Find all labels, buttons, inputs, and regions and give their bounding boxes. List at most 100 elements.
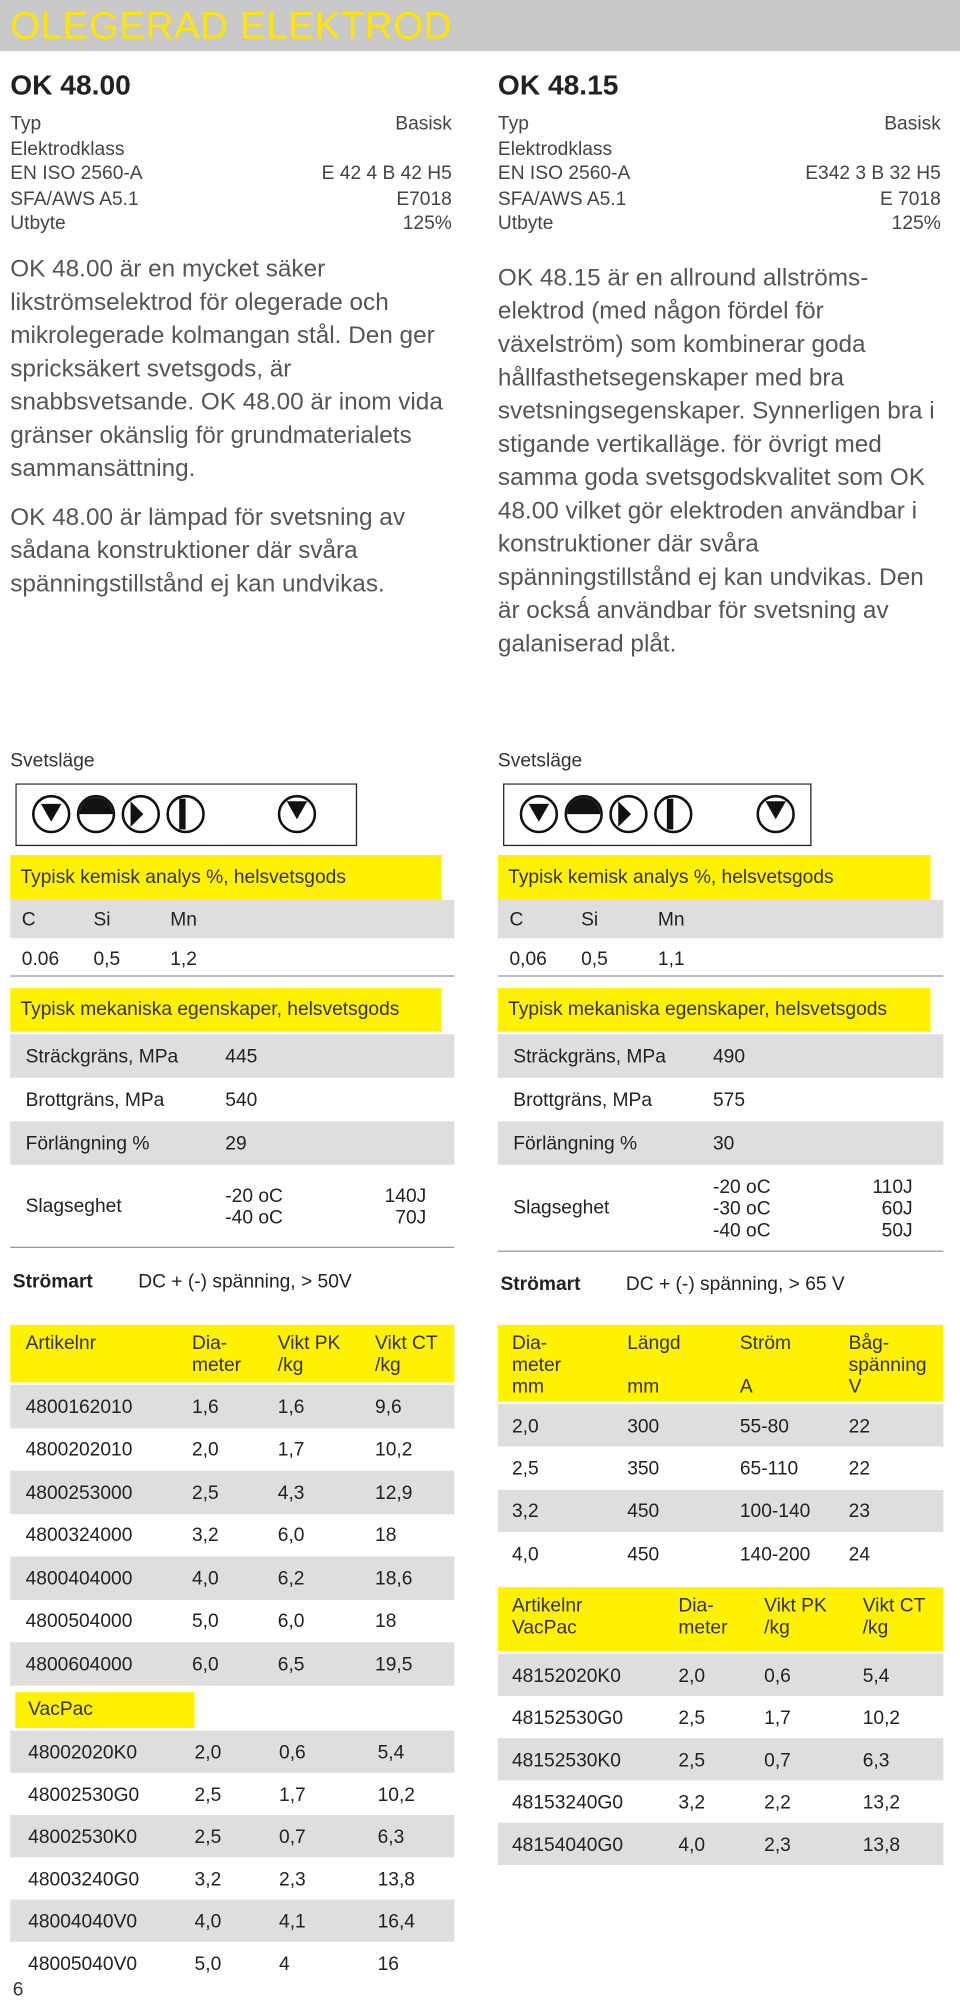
table-cell: 4800504000	[25, 1610, 133, 1633]
table-row: 4,0 450 140-200 24	[498, 1532, 943, 1575]
spec-row: SFA/AWS A5.1 E 7018	[498, 188, 941, 214]
table-cell: 18	[375, 1524, 397, 1547]
table-header-cell: Vikt CT /kg	[375, 1332, 438, 1376]
table-cell: 2,5	[194, 1825, 222, 1848]
table-row: 48003240G0 3,2 2,3 13,8	[10, 1857, 454, 1899]
table-cell: 12,9	[375, 1481, 413, 1504]
table-cell: 6,3	[862, 1749, 890, 1771]
table-cell: 2,5	[194, 1783, 222, 1806]
table-row: 48002530K0 2,5 0,7 6,3	[10, 1815, 455, 1858]
table-cell: 48153240G0	[512, 1791, 624, 1814]
table-cell: 2,3	[764, 1833, 791, 1856]
spec-label: Typ	[497, 112, 529, 135]
chem-values: 0,06 0,5 1,1	[497, 938, 944, 977]
table-cell: 4	[279, 1952, 290, 1975]
spec-value: 125%	[891, 212, 941, 235]
mech-label: Sträckgräns, MPa	[25, 1045, 179, 1068]
table-cell: 350	[627, 1457, 660, 1480]
table-cell: 4800202010	[25, 1439, 133, 1461]
table-cell: 0,6	[764, 1664, 791, 1687]
table-cell: 10,2	[375, 1439, 413, 1461]
spec-value: E7018	[396, 187, 452, 210]
table-cell: 5,4	[862, 1664, 890, 1687]
table-cell: 1,6	[277, 1396, 305, 1418]
table-header-cell: Längd mm	[627, 1332, 681, 1398]
table-cell: 3,2	[192, 1524, 219, 1547]
table-cell: 2,0	[678, 1664, 706, 1687]
table-cell: 48154040G0	[512, 1833, 624, 1856]
table-header: Dia- meter mm Längd mm Ström A Båg- spännin…	[497, 1324, 944, 1402]
table-cell: 2,0	[192, 1439, 219, 1461]
table-row: 48153240G0 3,2 2,2 13,2	[498, 1780, 943, 1822]
spec-value: Basisk	[395, 112, 452, 135]
table-cell: 140-200	[739, 1543, 811, 1565]
table-cell: 48152020K0	[512, 1664, 621, 1687]
mech-row: Sträckgräns, MPa 445	[10, 1034, 455, 1078]
impact-row: Slagseghet -20 oC -40 oC 140J 70J	[10, 1165, 455, 1248]
table-header-cell: Vikt PK /kg	[764, 1594, 827, 1639]
table-cell: 3,2	[678, 1791, 706, 1814]
spec-row: Elektrodklass	[498, 138, 941, 164]
impact-temp: -20 oC	[225, 1184, 283, 1207]
description: OK 48.00 är en mycket säker likströmsele…	[10, 253, 445, 617]
chem-element: Si	[581, 908, 599, 931]
table-row: 3,2 450 100-140 23	[497, 1489, 944, 1533]
mech-title: Typisk mekaniska egenskaper, helsvetsgod…	[10, 988, 442, 1032]
chem-value: 0,5	[581, 948, 608, 971]
mech-label: Brottgräns, MPa	[513, 1089, 653, 1112]
table-header-cell: Dia- meter	[678, 1594, 728, 1639]
table-row: 4800162010 1,6 1,6 9,6	[10, 1384, 455, 1428]
mech-value: 540	[225, 1089, 258, 1112]
chem-value: 1,2	[170, 948, 197, 971]
table-cell: 0,7	[279, 1825, 306, 1848]
spec-value: 125%	[402, 212, 452, 235]
table-cell: 13,8	[862, 1833, 901, 1856]
mech-value: 575	[712, 1089, 745, 1112]
table-header-cell: Vikt CT /kg	[862, 1594, 926, 1639]
page-number: 6	[12, 1978, 24, 2001]
impact-energy: 70J	[395, 1206, 427, 1229]
spec-label: EN ISO 2560-A	[10, 162, 143, 185]
spec-row: Utbyte 125%	[498, 212, 941, 238]
table-row: 48002020K0 2,0 0,6 5,4	[10, 1730, 455, 1773]
table-cell: 22	[848, 1457, 870, 1480]
impact-energy: 50J	[881, 1219, 913, 1241]
spec-row: SFA/AWS A5.1 E7018	[10, 188, 452, 214]
spec-label: EN ISO 2560-A	[497, 162, 631, 185]
chem-value: 1,1	[657, 948, 685, 971]
spec-label: SFA/AWS A5.1	[10, 187, 139, 210]
table-row: 4800324000 3,2 6,0 18	[10, 1514, 454, 1557]
table-header: VacPac	[15, 1692, 195, 1728]
table-cell: 48002530G0	[28, 1783, 140, 1806]
description: OK 48.15 är en allround allströms­elektr…	[498, 262, 946, 677]
table-cell: 1,6	[192, 1396, 219, 1418]
product-name: OK 48.00	[10, 69, 131, 102]
spec-value: E 42 4 B 42 H5	[321, 162, 452, 185]
table-row: 48004040V0 4,0 4,1 16,4	[10, 1899, 455, 1942]
table-cell: 3,2	[512, 1500, 539, 1523]
table-cell: 450	[627, 1500, 660, 1523]
chem-element: C	[509, 908, 524, 931]
table-header-cell: VacPac	[28, 1698, 93, 1721]
spec-label: Elektrodklass	[10, 137, 125, 160]
chem-value: 0.06	[21, 948, 60, 971]
table-row: 4800604000 6,0 6,5 19,5	[10, 1642, 455, 1686]
table-cell: 450	[627, 1543, 660, 1565]
chem-value: 0,5	[93, 948, 121, 971]
mech-value: 445	[225, 1045, 258, 1068]
table-row: 48152530G0 2,5 1,7 10,2	[498, 1696, 943, 1738]
chem-header: C Si Mn	[497, 899, 944, 939]
table-row: 4800202010 2,0 1,7 10,2	[10, 1428, 454, 1471]
spec-row: EN ISO 2560-A E342 3 B 32 H5	[498, 163, 941, 189]
impact-temp: -20 oC	[712, 1175, 771, 1198]
table-row: 48002530G0 2,5 1,7 10,2	[10, 1773, 454, 1815]
position-icons	[15, 783, 358, 847]
table-cell: 10,2	[862, 1706, 901, 1729]
table-cell: 6,0	[277, 1524, 305, 1547]
table-header: Artikelnr Dia- meter Vikt PK /kg Vikt CT /k…	[10, 1324, 455, 1383]
mech-value: 30	[712, 1132, 735, 1155]
chem-value: 0,06	[509, 948, 547, 971]
table-cell: 2,3	[279, 1868, 306, 1890]
table-row: 4800404000 4,0 6,2 18,6	[10, 1556, 455, 1600]
chem-title: Typisk kemisk analys %, helsvetsgods	[497, 855, 931, 900]
